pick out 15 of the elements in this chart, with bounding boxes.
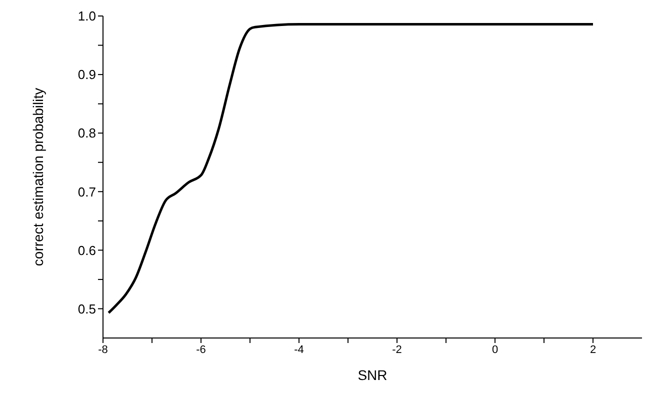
x-tick-label: 2 bbox=[590, 344, 596, 356]
x-tick-label: -2 bbox=[392, 344, 402, 356]
y-tick-label: 0.8 bbox=[78, 126, 96, 141]
y-tick-label: 0.9 bbox=[78, 67, 96, 82]
x-tick-label: 0 bbox=[492, 344, 498, 356]
line-series bbox=[107, 22, 594, 314]
y-axis-title: correct estimation probability bbox=[30, 88, 46, 266]
x-axis-title: SNR bbox=[358, 367, 388, 383]
y-tick-label: 1.0 bbox=[78, 8, 96, 24]
y-tick-label: 0.7 bbox=[78, 184, 96, 200]
x-tick-label: -8 bbox=[98, 344, 108, 356]
x-tick-label: -6 bbox=[196, 344, 206, 356]
x-tick-label: -4 bbox=[294, 344, 304, 356]
y-tick-label: 0.5 bbox=[78, 301, 96, 316]
y-tick-label: 0.6 bbox=[78, 242, 96, 258]
